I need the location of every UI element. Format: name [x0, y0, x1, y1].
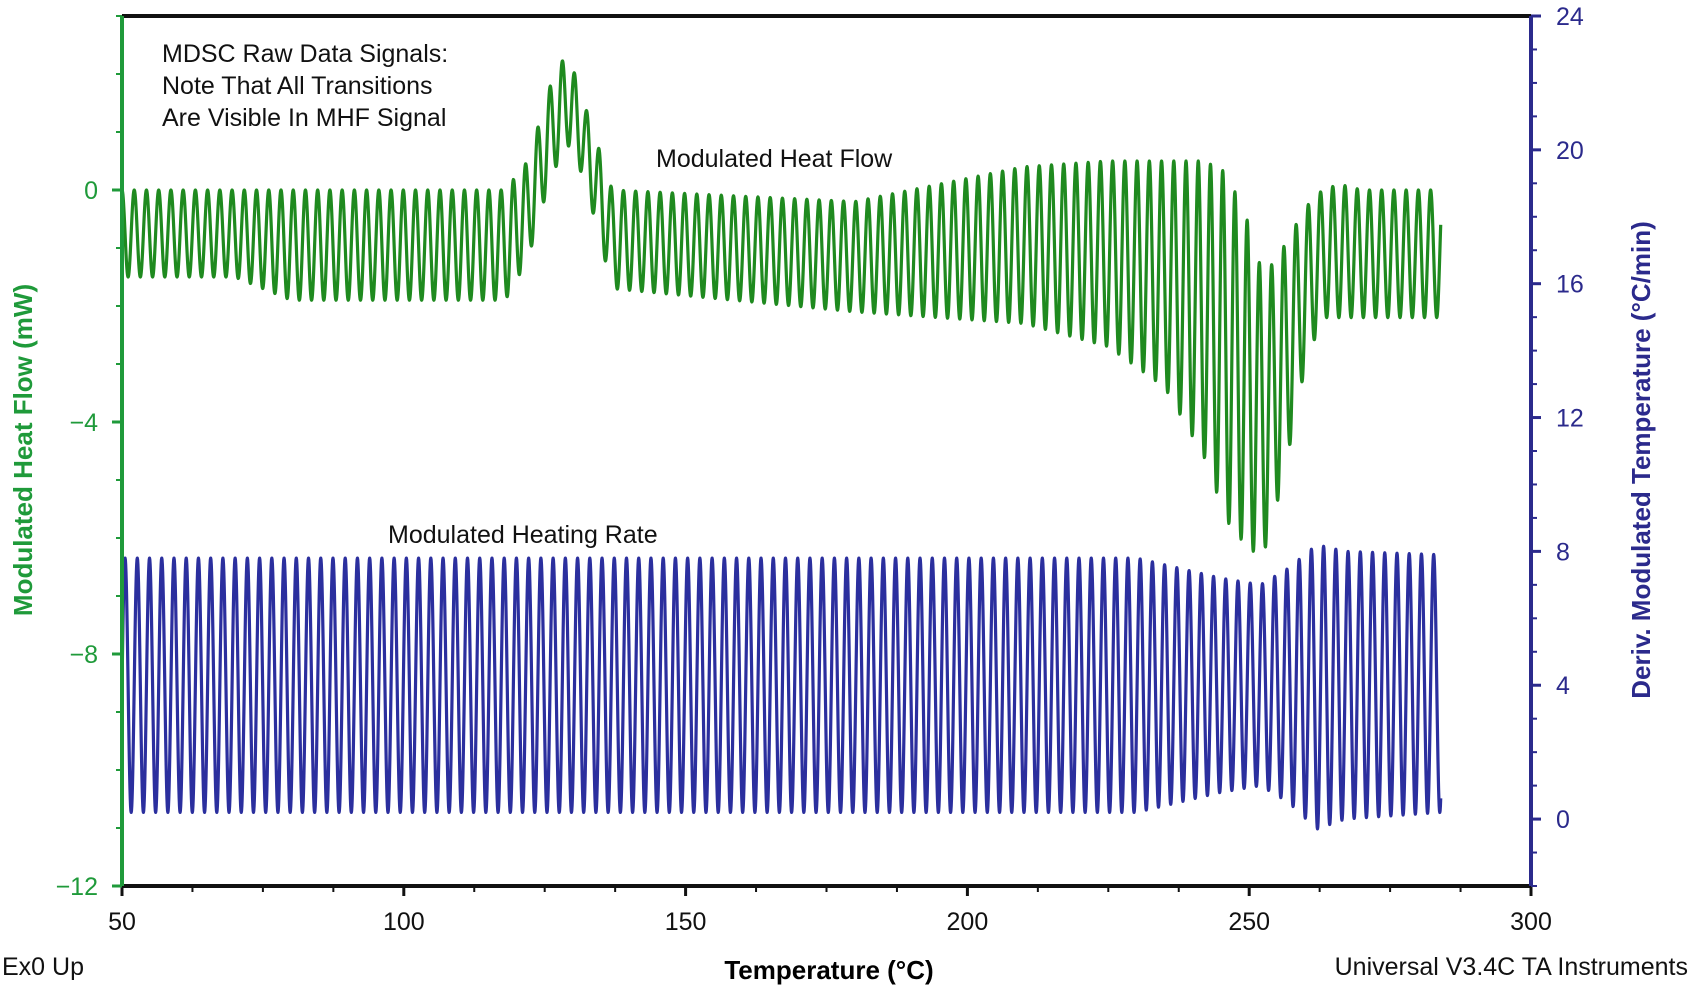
- right-tick-label: 16: [1556, 271, 1584, 299]
- axes-layer: 50 100 150 200 250 300 0 −4 −8 −12 24 20 16 12 8 4 0: [56, 3, 1584, 936]
- right-tick-label: 0: [1556, 806, 1570, 834]
- series-label-heating-rate: Modulated Heating Rate: [388, 521, 658, 549]
- x-tick-label: 250: [1228, 908, 1270, 936]
- left-tick-label: −8: [69, 641, 98, 669]
- annotation-line-1: MDSC Raw Data Signals:: [162, 40, 448, 68]
- left-tick-label: 0: [84, 177, 98, 205]
- x-tick-label: 200: [947, 908, 989, 936]
- x-tick-label: 100: [383, 908, 425, 936]
- left-tick-label: −4: [69, 409, 98, 437]
- series-label-heat-flow: Modulated Heat Flow: [656, 145, 893, 173]
- footer-right-label: Universal V3.4C TA Instruments: [1334, 953, 1688, 981]
- left-tick-label: −12: [56, 873, 98, 901]
- series-layer: [120, 59, 1443, 831]
- right-axis-title: Deriv. Modulated Temperature (°C/min): [1626, 221, 1656, 699]
- label-layer: MDSC Raw Data Signals: Note That All Tra…: [8, 40, 1656, 985]
- annotation-line-2: Note That All Transitions: [162, 72, 433, 100]
- series-line-modulated-heating-rate: [120, 544, 1443, 831]
- x-tick-label: 50: [108, 908, 136, 936]
- right-tick-label: 8: [1556, 538, 1570, 566]
- footer-left-label: Ex0 Up: [2, 953, 84, 981]
- x-tick-label: 150: [665, 908, 707, 936]
- right-tick-label: 24: [1556, 3, 1584, 31]
- right-tick-label: 4: [1556, 672, 1570, 700]
- right-tick-label: 20: [1556, 137, 1584, 165]
- x-axis-title: Temperature (°C): [724, 955, 933, 985]
- right-tick-label: 12: [1556, 405, 1584, 433]
- left-axis-title: Modulated Heat Flow (mW): [8, 284, 38, 616]
- series-line-modulated-heat-flow: [120, 59, 1443, 553]
- annotation-line-3: Are Visible In MHF Signal: [162, 104, 446, 132]
- x-tick-label: 300: [1510, 908, 1552, 936]
